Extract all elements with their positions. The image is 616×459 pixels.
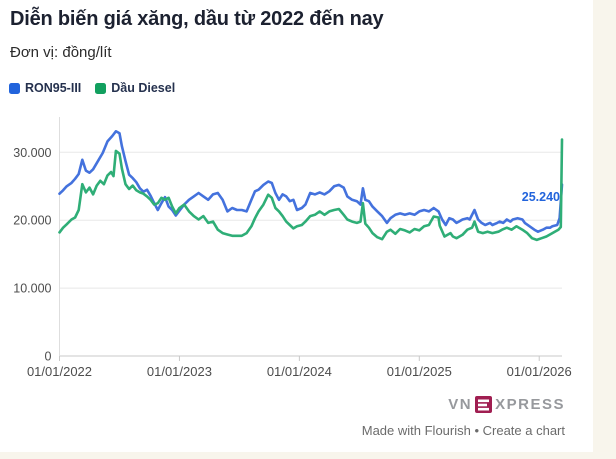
chart-legend: RON95-III Dầu Diesel: [9, 81, 175, 95]
chart-subtitle: Đơn vị: đồng/lít: [10, 44, 112, 61]
last-value-label: 25.240: [522, 190, 560, 204]
vnexpress-logo-vn-text: VN: [448, 396, 473, 413]
line-chart-canvas[interactable]: 0 10.000 20.000 30.000 01/01/2022 01/01/2023 0…: [0, 0, 593, 452]
legend-label-diesel: Dầu Diesel: [111, 81, 176, 95]
flourish-attribution-link[interactable]: Made with Flourish • Create a chart: [361, 423, 565, 438]
vnexpress-logo-e-icon: [475, 396, 493, 413]
chart-card: Diễn biến giá xăng, dầu từ 2022 đến nay …: [0, 0, 593, 452]
legend-item-ron95: RON95-III: [9, 81, 81, 95]
x-tick-label: 01/01/2024: [267, 364, 332, 379]
vnexpress-logo-xpress-text: XPRESS: [495, 396, 565, 413]
x-tick-label: 01/01/2025: [387, 364, 452, 379]
y-tick-label: 30.000: [13, 146, 51, 160]
series-line-ron95: [58, 130, 564, 233]
y-tick-label: 20.000: [13, 214, 51, 228]
plot-area[interactable]: [60, 117, 563, 356]
x-tick-label: 01/01/2023: [147, 364, 212, 379]
x-tick-label: 01/01/2022: [27, 364, 92, 379]
legend-swatch-ron95-icon: [9, 82, 20, 94]
vnexpress-logo[interactable]: VN XPRESS: [448, 396, 565, 413]
y-tick-label: 10.000: [13, 282, 51, 296]
legend-item-diesel: Dầu Diesel: [95, 81, 175, 95]
legend-swatch-diesel-icon: [95, 82, 107, 94]
chart-title: Diễn biến giá xăng, dầu từ 2022 đến nay: [10, 8, 384, 30]
series-line-diesel: [58, 138, 564, 242]
x-tick-label: 01/01/2026: [507, 364, 572, 379]
y-tick-label: 0: [45, 350, 52, 364]
legend-label-ron95: RON95-III: [25, 81, 82, 95]
